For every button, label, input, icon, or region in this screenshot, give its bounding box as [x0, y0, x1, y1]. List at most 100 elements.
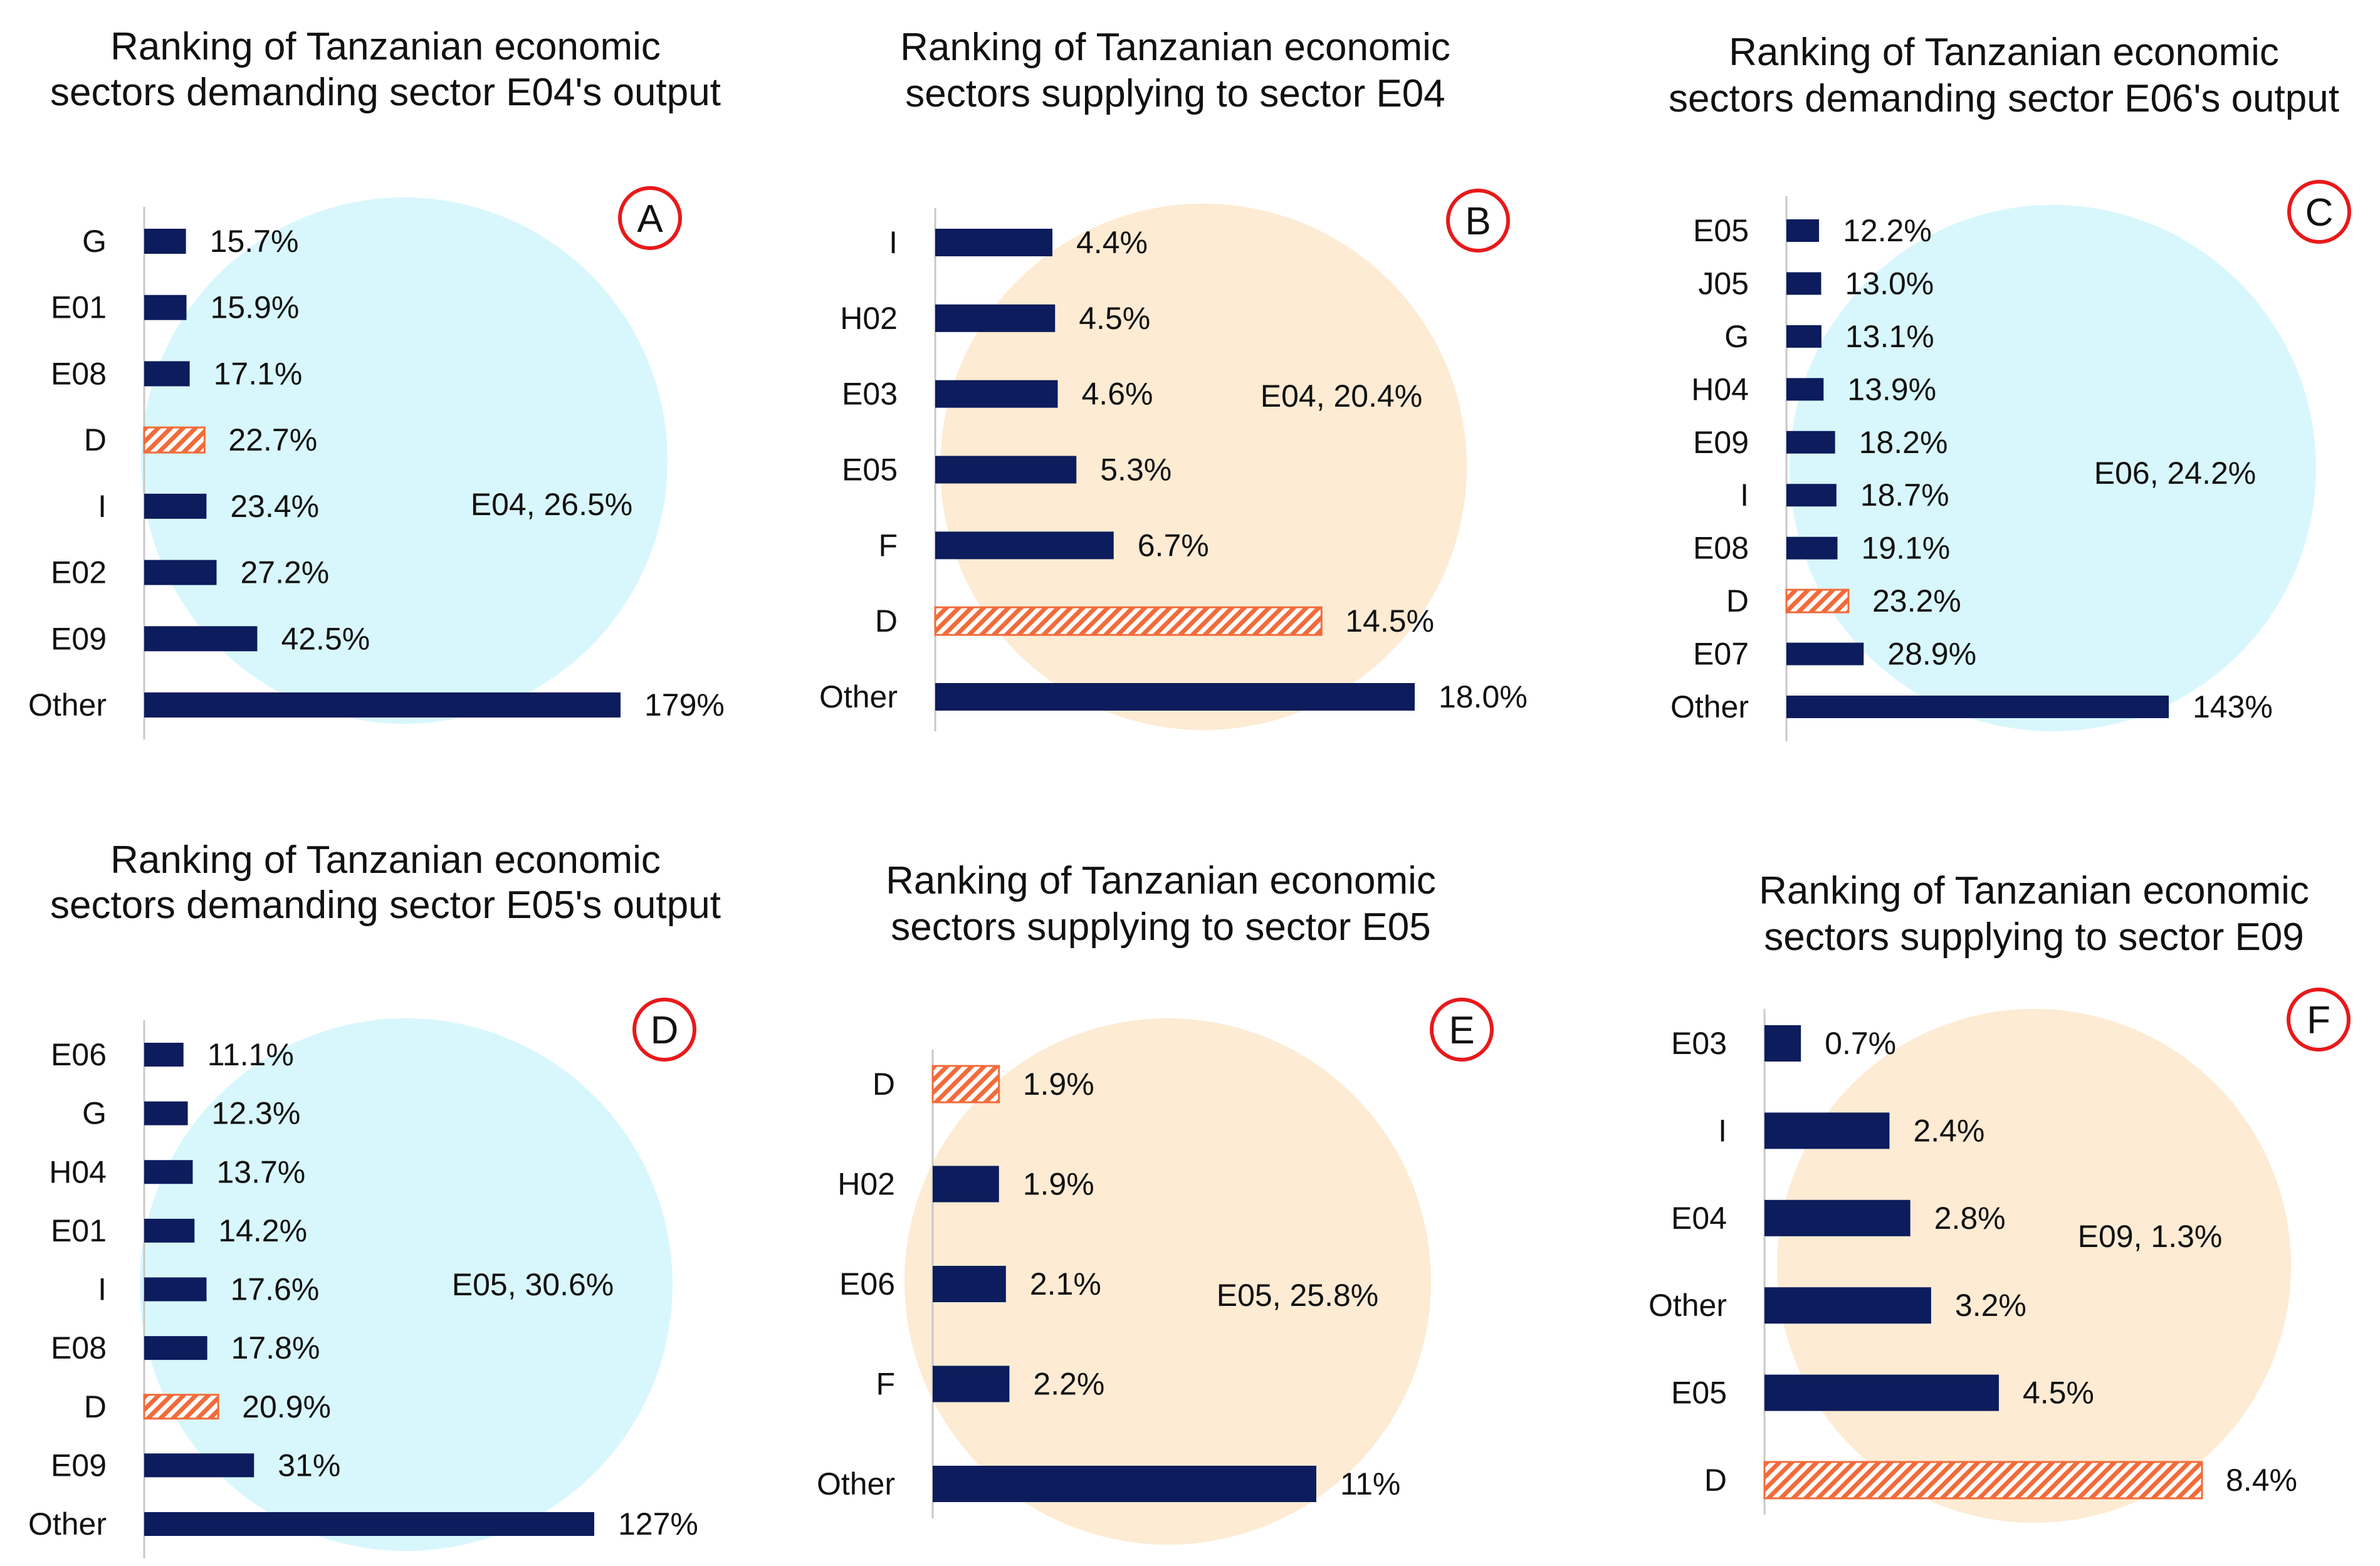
category-label: J05 — [1698, 266, 1749, 301]
panel-badge — [1446, 189, 1510, 253]
category-label: E08 — [51, 356, 107, 391]
bar — [1764, 1199, 1911, 1236]
value-label: 18.7% — [1860, 478, 1949, 513]
category-label: I — [1740, 478, 1749, 513]
panel-letter: E — [1449, 1009, 1474, 1052]
category-label: H02 — [840, 301, 898, 336]
value-label: 13.0% — [1845, 266, 1934, 301]
category-label: H04 — [1691, 372, 1749, 407]
bar — [1786, 272, 1822, 295]
chart-title-line: sectors demanding sector E05's output — [50, 884, 721, 927]
value-label: 1.9% — [1023, 1067, 1094, 1102]
value-label: 2.4% — [1913, 1113, 1984, 1148]
chart-title-line: sectors demanding sector E04's output — [50, 71, 721, 114]
category-label: E08 — [1693, 531, 1749, 566]
category-label: Other — [28, 1506, 107, 1542]
category-label: E08 — [51, 1330, 107, 1365]
value-label: 18.2% — [1859, 425, 1948, 460]
value-label: 6.7% — [1138, 528, 1209, 563]
value-label: 8.4% — [2226, 1463, 2297, 1498]
panel-letter: D — [651, 1009, 679, 1052]
bar — [1786, 325, 1822, 348]
bar — [144, 361, 190, 387]
value-label: 31% — [278, 1448, 340, 1483]
category-label: E03 — [1671, 1026, 1727, 1061]
bar — [935, 229, 1052, 256]
category-label: D — [84, 1389, 107, 1424]
value-label: 0.7% — [1825, 1026, 1896, 1061]
category-label: E05 — [1671, 1375, 1727, 1411]
chart-title-line: Ranking of Tanzanian economic — [900, 26, 1450, 69]
bar — [1786, 696, 2169, 718]
panel-badge — [618, 186, 682, 250]
value-label: 17.6% — [231, 1272, 320, 1307]
bar — [1786, 378, 1824, 401]
bar — [1764, 1374, 1999, 1411]
bar — [144, 1043, 184, 1067]
bar — [933, 1466, 1316, 1502]
value-label: 11.1% — [207, 1037, 294, 1072]
value-label: 12.3% — [212, 1096, 301, 1131]
category-label: H02 — [837, 1167, 895, 1202]
bar — [144, 1101, 188, 1125]
category-label: I — [889, 225, 898, 260]
value-label: 3.2% — [1955, 1288, 2026, 1323]
category-label: E03 — [842, 377, 898, 412]
bar — [933, 1365, 1010, 1402]
value-label: 20.9% — [242, 1389, 331, 1424]
category-label: D — [1726, 583, 1749, 619]
bar — [933, 1266, 1006, 1302]
value-label: 13.1% — [1845, 319, 1934, 354]
sector-share-circle — [141, 197, 668, 724]
value-label: 14.5% — [1345, 603, 1434, 639]
category-label: I — [1718, 1113, 1727, 1148]
category-label: I — [98, 489, 107, 524]
category-label: F — [876, 1367, 895, 1402]
chart-title-line: sectors demanding sector E06's output — [1669, 77, 2339, 120]
bar — [144, 1453, 254, 1478]
category-label: Other — [1649, 1288, 1727, 1323]
panel-badge — [2287, 180, 2351, 244]
bar — [1764, 1287, 1931, 1324]
circle-share-label: E09, 1.3% — [2078, 1219, 2223, 1254]
category-label: E05 — [1693, 213, 1749, 248]
category-label: E06 — [839, 1266, 895, 1302]
bar — [144, 626, 258, 652]
bar-highlight — [1763, 1461, 2203, 1500]
value-label: 42.5% — [281, 621, 370, 656]
panel-letter: B — [1465, 200, 1491, 243]
category-label: E06 — [51, 1037, 107, 1072]
bar — [935, 683, 1415, 711]
value-label: 18.0% — [1439, 679, 1528, 714]
category-label: Other — [819, 679, 898, 714]
category-label: E05 — [842, 452, 898, 488]
value-label: 28.9% — [1887, 637, 1976, 672]
bar — [144, 493, 207, 519]
bar — [144, 1160, 193, 1184]
category-label: Other — [817, 1466, 895, 1501]
bar — [144, 229, 186, 254]
bar — [1786, 642, 1864, 666]
bar-highlight — [934, 606, 1323, 636]
value-label: 27.2% — [240, 555, 329, 590]
panel-badge — [2287, 988, 2351, 1052]
bar — [1786, 484, 1837, 507]
value-label: 23.2% — [1872, 583, 1961, 619]
category-label: E09 — [1693, 425, 1749, 460]
category-label: Other — [28, 687, 107, 723]
value-label: 19.1% — [1861, 531, 1950, 566]
value-label: 179% — [644, 687, 725, 723]
chart-title-line: Ranking of Tanzanian economic — [886, 859, 1436, 902]
circle-share-label: E06, 24.2% — [2094, 456, 2257, 491]
bar — [1786, 219, 1820, 242]
value-label: 15.7% — [210, 224, 299, 259]
value-label: 12.2% — [1843, 213, 1932, 248]
bar — [144, 1218, 195, 1243]
sector-share-circle — [1777, 1009, 2291, 1523]
bar — [144, 1336, 207, 1360]
panel-letter: C — [2305, 191, 2334, 234]
